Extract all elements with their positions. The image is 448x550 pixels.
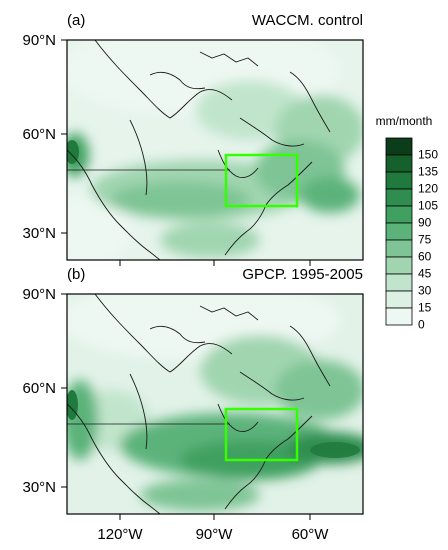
colorbar-swatch (385, 307, 413, 326)
colorbar-swatch (385, 222, 413, 241)
panel-b-tag: (b) (67, 266, 85, 283)
panel-b-ticks (61, 293, 311, 520)
panel-b-lat-90n: 90°N (22, 286, 56, 303)
colorbar-level-label: 15 (418, 301, 432, 315)
panel-a-tag: (a) (67, 12, 85, 29)
colorbar-swatch (385, 137, 413, 156)
colorbar-swatch (385, 256, 413, 275)
colorbar-level-label: 0 (418, 318, 425, 332)
panel-a-lat-30n: 30°N (22, 225, 56, 242)
colorbar-swatch (385, 188, 413, 207)
colorbar-level-label: 60 (418, 250, 432, 264)
panel-a-lat-60n: 60°N (22, 126, 56, 143)
panel-b: (b) GPCP. 1995-2005 90°N 60°N 30°N 120°W… (22, 266, 364, 543)
colorbar-swatch (385, 171, 413, 190)
colorbar-level-label: 105 (418, 199, 438, 213)
panel-b-lat-30n: 30°N (22, 479, 56, 496)
colorbar-level-label: 135 (418, 165, 438, 179)
colorbar-unit: mm/month (376, 114, 433, 128)
panel-a-region-box (224, 153, 299, 208)
panel-b-frame (66, 293, 364, 515)
colorbar-swatch (385, 290, 413, 309)
colorbar-swatches (385, 137, 413, 326)
lon-60w: 60°W (292, 526, 330, 543)
colorbar-level-label: 120 (418, 182, 438, 196)
panel-a-title: WACCM. control (252, 12, 363, 29)
colorbar-swatch (385, 205, 413, 224)
colorbar-level-label: 30 (418, 284, 432, 298)
lon-90w: 90°W (196, 526, 234, 543)
colorbar-level-label: 45 (418, 267, 432, 281)
panel-a-field (67, 40, 363, 260)
panel-a-lat-90n: 90°N (22, 32, 56, 49)
panel-b-lat-60n: 60°N (22, 380, 56, 397)
colorbar-swatch (385, 273, 413, 292)
colorbar-level-label: 75 (418, 233, 432, 247)
panel-a-frame (66, 39, 364, 261)
panel-b-coastlines (67, 294, 331, 514)
panel-b-region-box (224, 407, 299, 462)
colorbar-level-label: 90 (418, 216, 432, 230)
lon-120w: 120°W (97, 526, 143, 543)
colorbar-level-label: 150 (418, 148, 438, 162)
colorbar-swatch (385, 239, 413, 258)
panel-b-title: GPCP. 1995-2005 (242, 266, 363, 283)
panel-a: (a) WACCM. control 90°N 60°N 30°N (22, 12, 364, 266)
panel-a-coastlines (67, 40, 331, 260)
panel-a-ticks (61, 39, 311, 266)
colorbar-swatch (385, 154, 413, 173)
panel-b-field (67, 294, 363, 514)
